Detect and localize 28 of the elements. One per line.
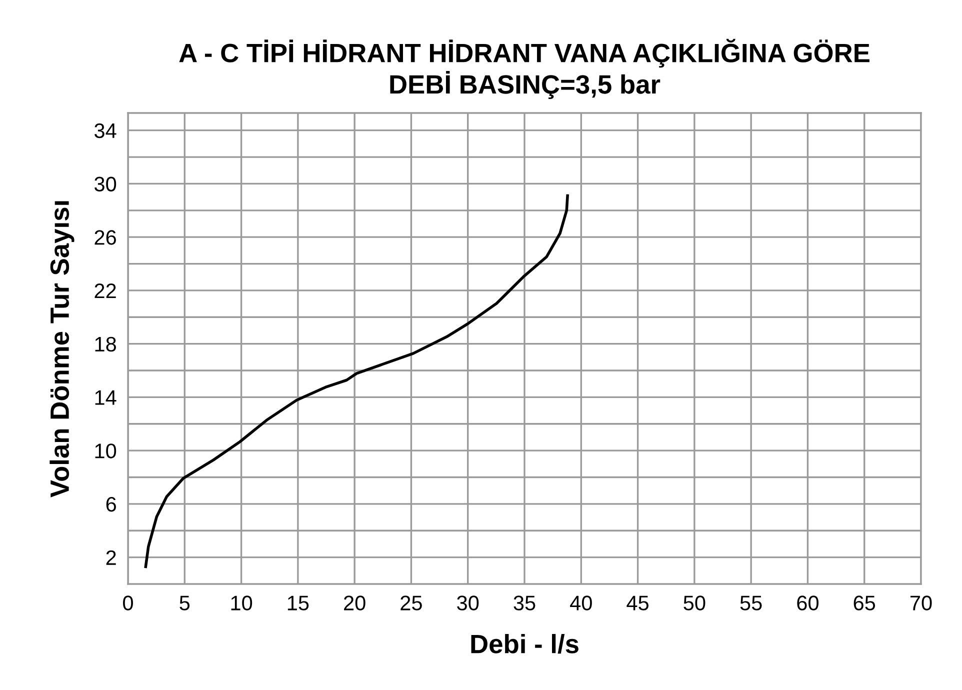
- x-tick-label: 30: [457, 596, 479, 610]
- x-tick-label: 45: [626, 596, 648, 610]
- x-tick-label: 60: [797, 596, 818, 610]
- y-tick-label: 2: [106, 550, 116, 565]
- x-tick-label: 35: [514, 596, 536, 610]
- y-tick-label: 26: [94, 230, 116, 245]
- x-tick-label: 15: [288, 596, 309, 610]
- x-tick-label: 20: [344, 596, 366, 610]
- x-tick-label: 0: [123, 596, 133, 610]
- x-tick-label: 65: [854, 596, 876, 610]
- y-tick-label: 22: [94, 283, 116, 298]
- x-tick-label: 55: [740, 596, 762, 610]
- x-tick-label: 25: [400, 596, 422, 610]
- x-tick-label: 40: [570, 596, 592, 610]
- y-tick-label: 34: [94, 123, 116, 138]
- x-tick-label: 70: [910, 596, 932, 610]
- y-tick-label: 14: [95, 390, 116, 405]
- x-axis-title: Debi - l/s: [471, 634, 578, 654]
- y-tick-label: 18: [95, 336, 116, 352]
- x-tick-label: 50: [684, 596, 706, 610]
- y-axis-title: Volan Dönme Tur Sayısı: [50, 201, 74, 498]
- y-tick-label: 10: [95, 444, 116, 458]
- x-tick-label: 5: [180, 596, 190, 610]
- line-series: [144, 194, 569, 568]
- chart-title: A - C TİPİ HİDRANT HİDRANT VANA AÇIKLIĞINA GÖRE DEBİ BASINÇ=3,5 bar: [179, 38, 870, 100]
- y-tick-label: 6: [106, 496, 116, 512]
- x-tick-label: 10: [231, 596, 252, 610]
- y-tick-label: 30: [94, 176, 116, 192]
